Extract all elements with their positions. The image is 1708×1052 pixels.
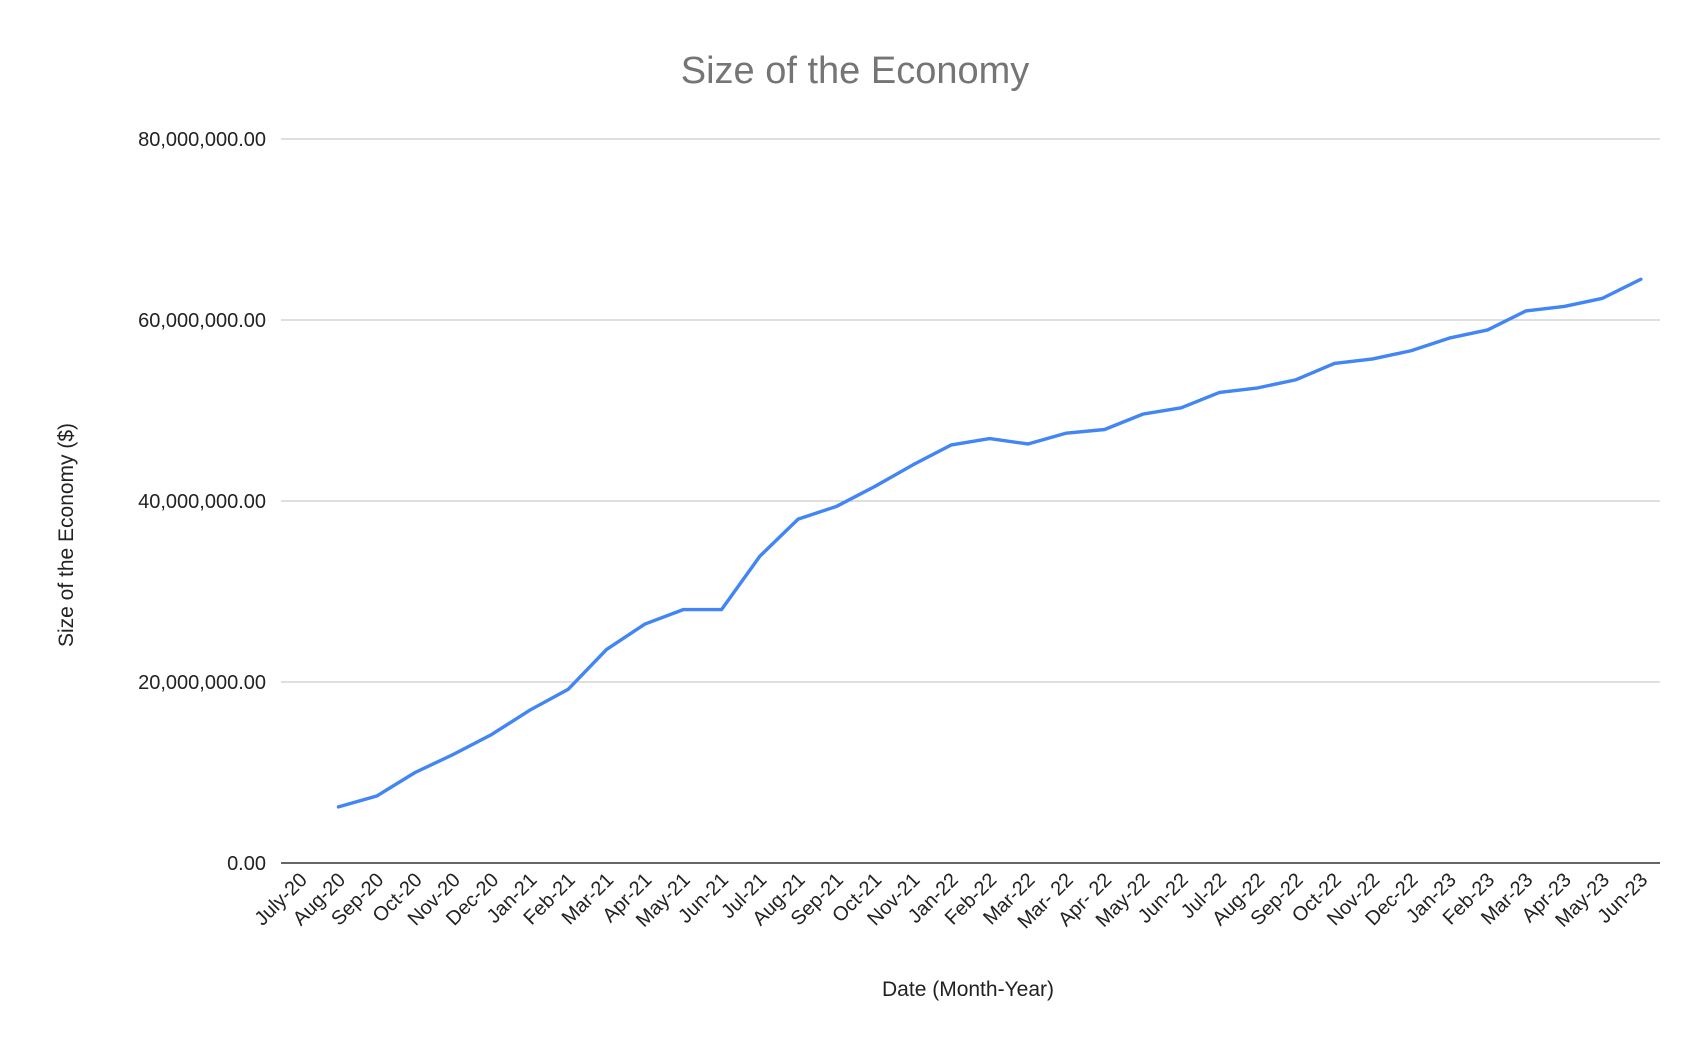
data-point	[1524, 309, 1528, 313]
data-point	[949, 443, 953, 447]
data-point	[1639, 277, 1643, 281]
y-tick-label: 60,000,000.00	[138, 310, 266, 332]
data-point	[1217, 390, 1221, 394]
data-point	[605, 647, 609, 651]
data-point	[1294, 378, 1298, 382]
data-point	[1409, 349, 1413, 353]
data-point	[988, 437, 992, 441]
data-point	[451, 752, 455, 756]
data-point	[1179, 406, 1183, 410]
data-point	[1601, 296, 1605, 300]
y-axis-ticks: 0.00 20,000,000.00 40,000,000.00 60,000,000…	[138, 129, 266, 875]
data-point	[1256, 386, 1260, 390]
data-point	[1103, 428, 1107, 432]
x-axis-ticks: July-20Aug-20Sep-20Oct-20Nov-20Dec-20Jan…	[251, 869, 1653, 933]
data-point	[1064, 431, 1068, 435]
gridlines	[281, 138, 1660, 864]
y-axis-title: Size of the Economy ($)	[55, 423, 78, 647]
chart-title: Size of the Economy	[681, 50, 1030, 92]
data-point	[490, 732, 494, 736]
data-point	[375, 794, 379, 798]
data-point	[1486, 328, 1490, 332]
data-point	[528, 708, 532, 712]
y-tick-label: 80,000,000.00	[138, 129, 266, 151]
data-point	[1026, 442, 1030, 446]
x-axis-title: Date (Month-Year)	[882, 978, 1054, 1001]
data-point	[643, 622, 647, 626]
data-point	[1141, 412, 1145, 416]
data-point	[1332, 361, 1336, 365]
y-tick-label: 20,000,000.00	[138, 672, 266, 694]
data-point	[873, 485, 877, 489]
data-point	[1562, 304, 1566, 308]
data-point	[336, 805, 340, 809]
y-tick-label: 0.00	[227, 853, 266, 875]
data-point	[720, 608, 724, 612]
data-point	[681, 608, 685, 612]
data-point	[834, 504, 838, 508]
data-point	[911, 463, 915, 467]
series-layer	[336, 277, 1643, 809]
data-point	[566, 687, 570, 691]
y-tick-label: 40,000,000.00	[138, 491, 266, 513]
data-point	[1371, 357, 1375, 361]
data-point	[796, 517, 800, 521]
data-point	[758, 554, 762, 558]
series-line-0	[336, 277, 1643, 809]
data-point	[413, 771, 417, 775]
data-point	[1447, 336, 1451, 340]
